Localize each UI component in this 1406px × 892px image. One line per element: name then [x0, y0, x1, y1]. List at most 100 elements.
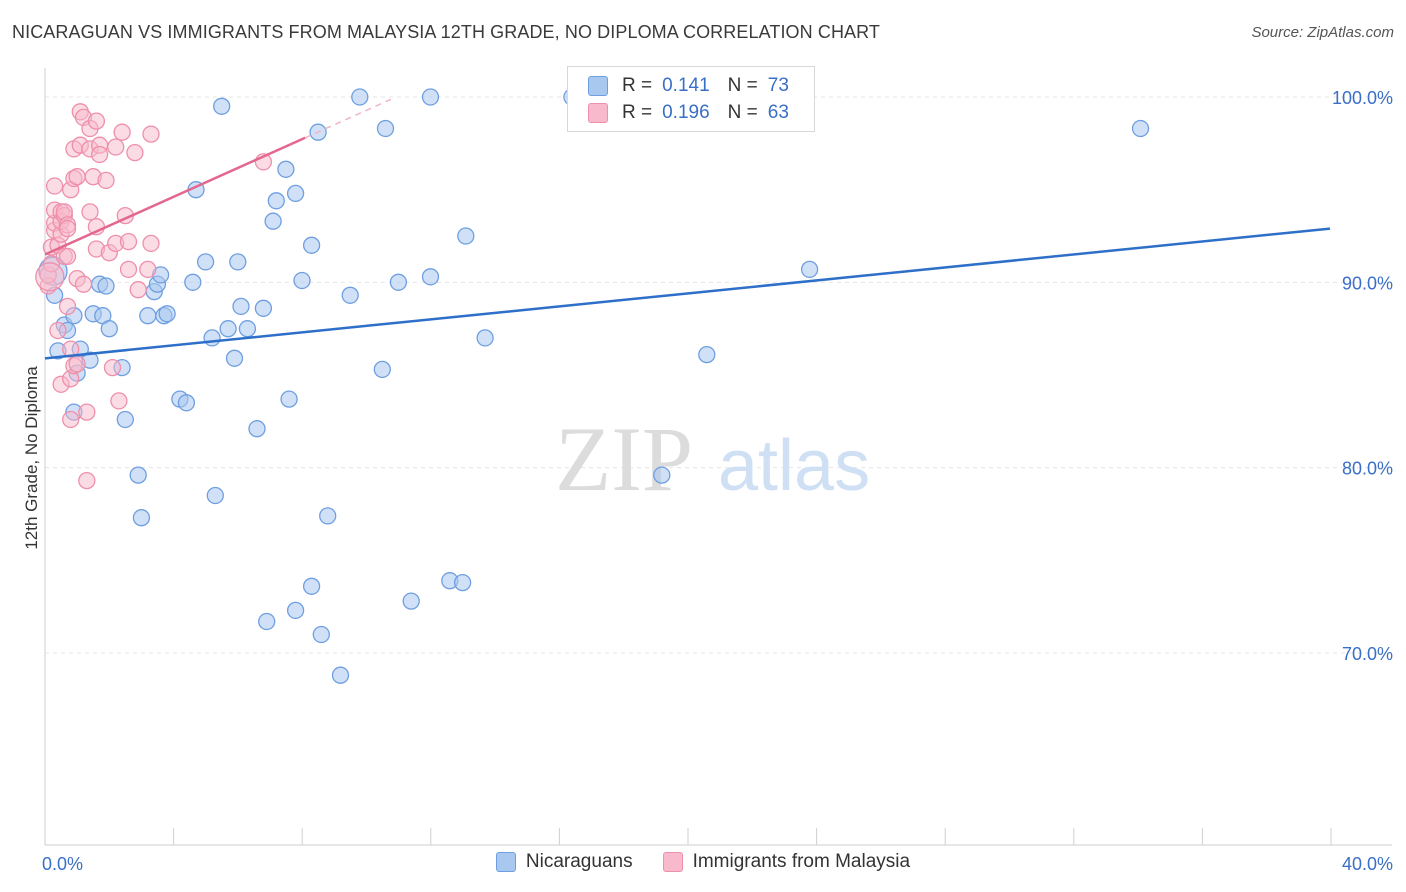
- nicaraguans-point: [229, 253, 247, 271]
- nicaraguans-point: [319, 507, 337, 525]
- legend-swatch-blue: [495, 852, 516, 872]
- nicaraguans-point: [312, 625, 330, 644]
- nicaraguans-point: [196, 253, 215, 271]
- nicaraguans-point: [280, 390, 298, 408]
- nicaraguans-point: [129, 466, 147, 484]
- legend-swatch-pink: [588, 103, 608, 123]
- legend-n-value: 63: [767, 102, 789, 123]
- malaysia-point: [74, 275, 93, 293]
- legend-swatch-blue: [588, 76, 608, 96]
- y-tick-label: 100.0%: [1332, 88, 1393, 108]
- nicaraguans-point: [238, 320, 257, 338]
- nicaraguans-point: [653, 466, 671, 484]
- legend-item-nicaraguans[interactable]: Nicaraguans: [495, 851, 633, 873]
- watermark: ZIP atlas: [555, 408, 870, 510]
- nicaraguans-point: [302, 577, 321, 595]
- nicaraguans-point: [341, 286, 359, 304]
- nicaraguans-point: [264, 212, 282, 230]
- legend-r-label: R =: [622, 75, 653, 96]
- nicaraguans-point: [421, 88, 440, 106]
- malaysia-point: [62, 410, 80, 429]
- source-attribution: Source: ZipAtlas.com: [1251, 24, 1394, 41]
- series-malaysia-points: [35, 103, 273, 490]
- legend-item-malaysia[interactable]: Immigrants from Malaysia: [662, 851, 910, 873]
- nicaraguans-point: [293, 271, 311, 290]
- malaysia-point: [113, 123, 131, 141]
- legend-n-label: N =: [727, 75, 758, 96]
- malaysia-point: [103, 358, 122, 377]
- malaysia-point: [90, 145, 109, 164]
- y-tick-label: 70.0%: [1342, 644, 1393, 664]
- nicaraguans-point: [402, 592, 420, 610]
- stats-legend: R = 0.141 N = 73 R = 0.196 N = 63: [567, 66, 815, 132]
- axes: [44, 68, 1392, 846]
- malaysia-point: [62, 340, 80, 358]
- nicaraguans-point: [286, 601, 305, 620]
- nicaraguans-point: [97, 277, 115, 295]
- tick-labels: 100.0% 90.0% 80.0% 70.0% 0.0% 40.0%: [42, 88, 1393, 874]
- malaysia-point: [110, 392, 128, 410]
- nicaraguans-point: [421, 268, 440, 286]
- y-tick-label: 80.0%: [1342, 459, 1393, 479]
- nicaraguans-point: [213, 97, 231, 115]
- legend-row-malaysia: R = 0.196 N = 63: [588, 101, 789, 125]
- nicaraguans-point: [800, 260, 819, 279]
- malaysia-point: [142, 234, 160, 253]
- nicaraguans-point: [457, 227, 475, 245]
- malaysia-point: [142, 125, 160, 143]
- watermark-zip: ZIP: [555, 408, 693, 510]
- x-tick-label: 40.0%: [1342, 854, 1393, 874]
- legend-r-label: R =: [622, 102, 653, 123]
- nicaraguans-point: [286, 184, 305, 203]
- nicaraguans-point: [698, 345, 716, 364]
- nicaraguans-point: [116, 410, 134, 429]
- legend-n-label: N =: [727, 102, 758, 123]
- chart-title: NICARAGUAN VS IMMIGRANTS FROM MALAYSIA 1…: [12, 22, 881, 42]
- trend-lines: [44, 98, 1331, 360]
- nicaraguans-point: [389, 273, 408, 291]
- malaysia-point: [97, 171, 115, 190]
- malaysia-point: [107, 138, 125, 156]
- nicaraguans-point: [132, 509, 151, 527]
- nicaraguans-point: [476, 329, 494, 347]
- malaysia-point: [119, 232, 138, 251]
- y-tick-label: 90.0%: [1342, 273, 1393, 293]
- nicaraguans-point: [203, 329, 221, 347]
- nicaraguans-point: [206, 486, 224, 505]
- nicaraguans-point: [376, 119, 395, 138]
- legend-r-value: 0.196: [662, 102, 710, 123]
- nicaraguans-point: [373, 360, 391, 379]
- legend-r-value: 0.141: [662, 75, 710, 96]
- malaysia-point: [68, 355, 86, 373]
- nicaraguans-point: [277, 160, 295, 178]
- y-axis-label: 12th Grade, No Diploma: [22, 366, 41, 550]
- malaysia-point: [58, 219, 77, 238]
- legend-row-nicaraguans: R = 0.141 N = 73: [588, 74, 789, 98]
- legend-swatch-pink: [662, 852, 683, 872]
- series-legend: Nicaraguans Immigrants from Malaysia: [0, 851, 1406, 873]
- legend-label: Nicaraguans: [525, 851, 633, 872]
- nicaraguans-point: [158, 305, 176, 323]
- malaysia-point: [68, 168, 86, 186]
- malaysia-point: [49, 321, 67, 340]
- malaysia-point: [58, 297, 77, 316]
- trend-line-nicaraguans: [44, 227, 1331, 360]
- nicaraguans-point: [184, 273, 202, 291]
- malaysia-point: [139, 260, 157, 279]
- nicaraguans-point: [248, 420, 266, 438]
- malaysia-point: [119, 260, 138, 279]
- trend-line-malaysia-extension: [304, 98, 393, 139]
- nicaraguans-point: [225, 349, 244, 367]
- series-nicaraguans-points: [38, 88, 1150, 684]
- malaysia-point: [126, 143, 144, 162]
- legend-n-value: 73: [767, 75, 789, 96]
- nicaraguans-point: [177, 394, 196, 412]
- malaysia-point: [129, 281, 147, 299]
- nicaraguans-point: [453, 573, 472, 592]
- nicaraguans-point: [219, 320, 237, 338]
- x-tick-label: 0.0%: [42, 854, 83, 874]
- nicaraguans-point: [100, 320, 118, 338]
- nicaraguans-point: [331, 666, 350, 684]
- nicaraguans-point: [232, 297, 250, 316]
